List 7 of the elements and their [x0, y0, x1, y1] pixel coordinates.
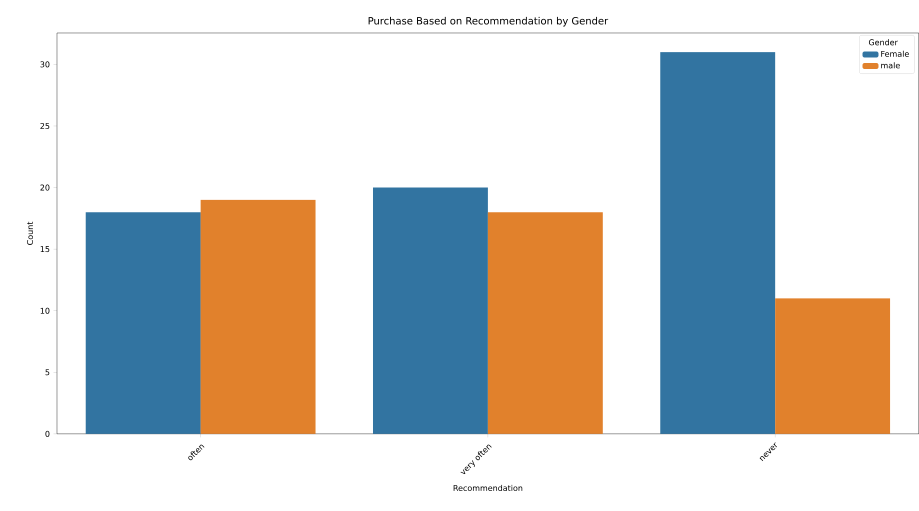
bar	[660, 52, 776, 434]
bar	[200, 200, 316, 434]
bar	[372, 188, 488, 434]
chart-title: Purchase Based on Recommendation by Gender	[368, 16, 608, 27]
bar	[86, 212, 201, 434]
bar	[488, 212, 603, 434]
bar	[775, 298, 890, 434]
